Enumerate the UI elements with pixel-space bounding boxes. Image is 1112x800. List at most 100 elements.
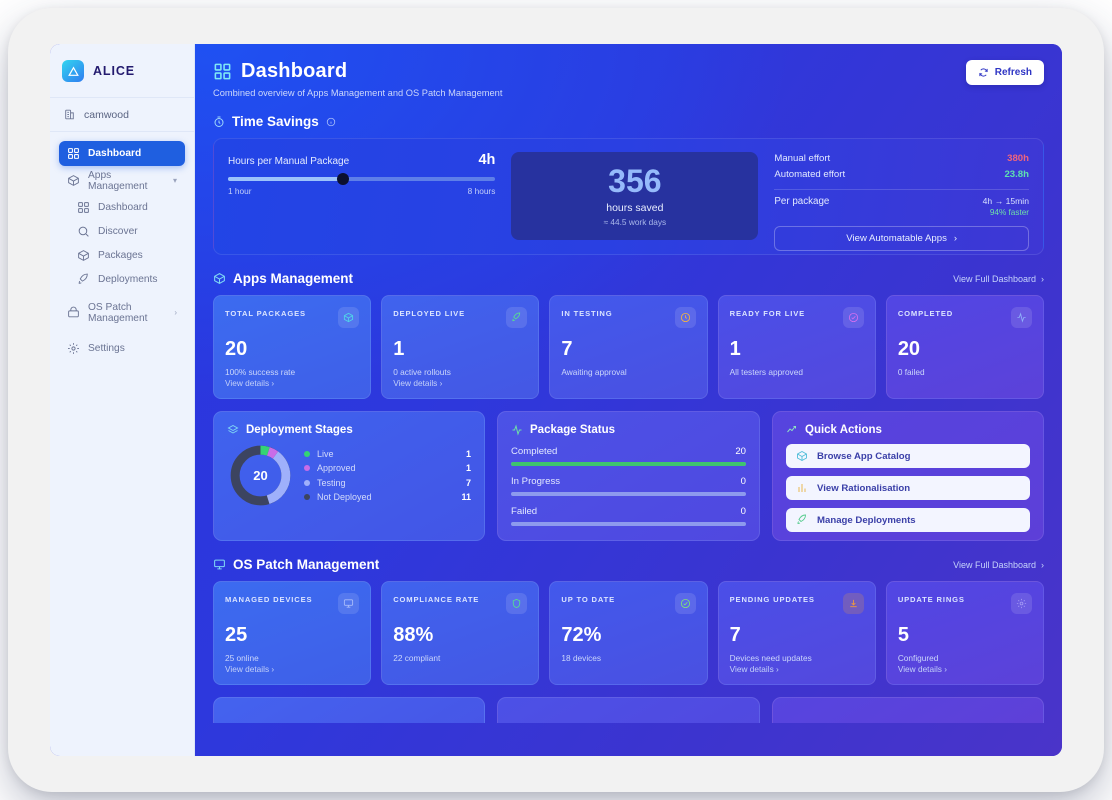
hours-slider[interactable] [228, 173, 496, 185]
bottom-partial-panels [213, 697, 1044, 723]
org-label: camwood [84, 108, 129, 121]
effort-breakdown: Manual effort 380h Automated effort 23.8… [774, 152, 1029, 251]
sidebar-item-discover[interactable]: Discover [59, 219, 185, 243]
stat-card-deployed-live[interactable]: DEPLOYED LIVE 1 0 active rollouts View d… [381, 295, 540, 399]
brand-name: ALICE [93, 64, 135, 78]
card-value: 20 [897, 338, 921, 360]
card-view-details-link[interactable]: View details › [729, 664, 779, 674]
hours-saved-value: 356 [608, 163, 662, 199]
link-label: View Full Dashboard [953, 559, 1036, 570]
effort-value: 380h [1007, 153, 1029, 164]
status-head: Failed 0 [511, 506, 746, 517]
card-top: COMPLIANCE RATE [393, 593, 528, 614]
sidebar-item-label: Deployments [98, 273, 158, 285]
card-note: Awaiting approval [561, 367, 627, 377]
sidebar-item-packages[interactable]: Packages [59, 243, 185, 267]
card-value: 20 [225, 338, 248, 360]
partial-panel [772, 697, 1044, 723]
sidebar-item-label: Dashboard [88, 148, 142, 159]
nav-spacer [59, 291, 185, 300]
section-title: OS Patch Management [233, 557, 380, 572]
clock-icon [214, 116, 224, 127]
legend-dot [304, 479, 310, 486]
effort-row: Automated effort 23.8h [774, 168, 1029, 184]
quick-actions-panel: Quick Actions Browse App Catalog View Ra… [772, 411, 1044, 541]
stat-card-managed-devices[interactable]: MANAGED DEVICES 25 25 online View detail… [213, 581, 372, 685]
section-title: Time Savings [232, 114, 319, 129]
partial-panel [213, 697, 485, 723]
panel-title: Package Status [530, 424, 616, 436]
org-selector[interactable]: camwood [50, 98, 194, 132]
sidebar-item-dashboard[interactable]: Dashboard [59, 141, 185, 166]
stat-card-up-to-date[interactable]: UP TO DATE 72% 18 devices [549, 581, 708, 685]
card-top: IN TESTING [561, 307, 696, 328]
card-value: 1 [729, 338, 741, 360]
card-value: 88% [393, 624, 434, 646]
stat-card-compliance-rate[interactable]: COMPLIANCE RATE 88% 22 compliant [381, 581, 540, 685]
deployment-legend: Live 1 Approved 1 Testing [304, 447, 471, 505]
status-value: 0 [740, 506, 746, 517]
os-patch-view-full-dashboard-link[interactable]: View Full Dashboard › [953, 560, 1044, 570]
stat-card-pending-updates[interactable]: PENDING UPDATES 7 Devices need updates V… [717, 581, 876, 685]
card-note: 0 active rollouts [393, 367, 451, 377]
card-value: 25 [225, 624, 248, 646]
legend-value: 1 [465, 463, 471, 474]
view-rationalisation-button[interactable]: View Rationalisation [786, 476, 1030, 500]
package-icon [797, 450, 807, 462]
sidebar: ALICE camwood Dashboard Apps Management … [50, 44, 195, 756]
sidebar-item-apps-dashboard[interactable]: Dashboard [59, 195, 185, 219]
grid-icon [68, 148, 79, 159]
card-view-details-link[interactable]: View details › [393, 378, 443, 388]
chevron-right-icon: › [174, 308, 177, 317]
per-package-values: 4h → 15min 94% faster [983, 196, 1029, 217]
view-automatable-apps-button[interactable]: View Automatable Apps › [774, 226, 1029, 251]
slider-label: Hours per Manual Package [228, 156, 350, 167]
stat-card-ready-for-live[interactable]: READY FOR LIVE 1 All testers approved [717, 295, 876, 399]
activity-icon [1011, 307, 1033, 328]
rocket-icon [797, 514, 806, 524]
slider-thumb[interactable] [336, 173, 349, 185]
card-note: 0 failed [897, 367, 925, 377]
card-view-details-link[interactable]: View details › [225, 664, 275, 674]
status-label: Completed [511, 446, 558, 457]
legend-item: Testing 7 [304, 476, 471, 490]
browse-app-catalog-button[interactable]: Browse App Catalog [786, 444, 1030, 468]
hours-saved-sub: ≈ 44.5 work days [603, 217, 667, 227]
sidebar-item-settings[interactable]: Settings [59, 336, 185, 361]
status-bar-fill [511, 462, 746, 466]
card-view-details-link[interactable]: View details › [897, 664, 948, 674]
status-head: In Progress 0 [511, 476, 746, 487]
effort-value: 23.8h [1004, 169, 1029, 180]
main-content: Dashboard Combined overview of Apps Mana… [195, 44, 1062, 756]
card-label: PENDING UPDATES [729, 595, 815, 604]
status-value: 20 [735, 446, 746, 457]
legend-dot [304, 450, 310, 457]
building-icon [65, 109, 74, 120]
card-top: MANAGED DEVICES [225, 593, 360, 614]
sidebar-item-deployments[interactable]: Deployments [59, 267, 185, 291]
layers-icon [227, 424, 239, 434]
status-row-completed: Completed 20 [511, 446, 746, 466]
slider-value: 4h [478, 152, 496, 168]
stat-card-total-packages[interactable]: TOTAL PACKAGES 20 100% success rate View… [213, 295, 372, 399]
card-top: TOTAL PACKAGES [225, 307, 360, 328]
slider-max-label: 8 hours [467, 186, 496, 196]
manage-deployments-button[interactable]: Manage Deployments [786, 508, 1030, 532]
card-view-details-link[interactable]: View details › [225, 378, 275, 388]
status-bar [511, 492, 746, 496]
stat-card-in-testing[interactable]: IN TESTING 7 Awaiting approval [549, 295, 708, 399]
search-icon [78, 226, 89, 237]
section-title: Apps Management [233, 271, 354, 286]
stat-card-update-rings[interactable]: UPDATE RINGS 5 Configured View details › [885, 581, 1045, 685]
rocket-icon [506, 307, 528, 328]
refresh-button[interactable]: Refresh [965, 60, 1044, 85]
apps-view-full-dashboard-link[interactable]: View Full Dashboard › [953, 274, 1044, 284]
sidebar-item-os-patch-management[interactable]: OS Patch Management › [59, 300, 185, 325]
sidebar-item-apps-management[interactable]: Apps Management ▾ [59, 168, 185, 193]
deployment-stages-panel: Deployment Stages 20 [213, 411, 485, 541]
check-circle-icon [674, 593, 696, 614]
stat-card-completed[interactable]: COMPLETED 20 0 failed [885, 295, 1045, 399]
sidebar-nav: Dashboard Apps Management ▾ Dashboard Di… [50, 132, 194, 363]
card-value: 1 [393, 338, 405, 360]
hours-slider-block: Hours per Manual Package 4h 1 hour 8 hou… [228, 152, 496, 241]
